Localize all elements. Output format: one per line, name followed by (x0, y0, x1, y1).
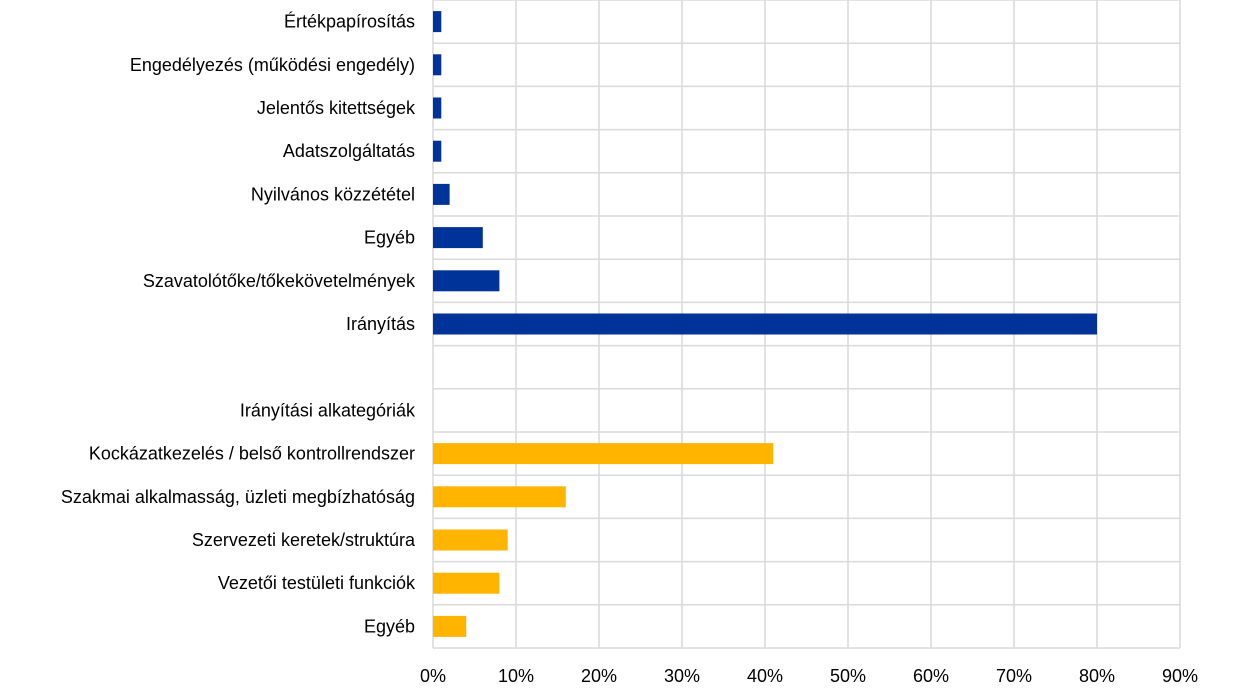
x-tick-label: 10% (498, 666, 534, 686)
x-tick-label: 20% (581, 666, 617, 686)
bar (433, 54, 442, 76)
x-tick-label: 80% (1079, 666, 1115, 686)
bar (433, 227, 483, 249)
category-label: Egyéb (364, 228, 415, 248)
bar (433, 572, 500, 594)
category-labels: Értékpapírosítás Engedélyezés (működési e… (61, 12, 416, 637)
category-label: Jelentős kitettségek (257, 98, 416, 118)
bar (433, 486, 566, 508)
category-label: Szervezeti keretek/struktúra (192, 530, 416, 550)
x-tick-label: 60% (913, 666, 949, 686)
bars-layer (433, 11, 1097, 637)
bar (433, 11, 442, 33)
bar (433, 97, 442, 119)
category-label: Értékpapírosítás (284, 12, 415, 32)
bar (433, 615, 467, 637)
category-label: Engedélyezés (működési engedély) (130, 55, 415, 75)
category-label: Irányítás (346, 314, 415, 334)
x-tick-label: 30% (664, 666, 700, 686)
x-tick-label: 90% (1162, 666, 1198, 686)
bar (433, 140, 442, 162)
category-label: Egyéb (364, 616, 415, 636)
bar (433, 183, 450, 205)
bar (433, 443, 774, 465)
category-label: Kockázatkezelés / belső kontrollrendszer (89, 444, 415, 464)
bar (433, 270, 500, 292)
bar (433, 529, 508, 551)
category-label: Adatszolgáltatás (283, 141, 415, 161)
x-tick-label: 70% (996, 666, 1032, 686)
category-label: Irányítási alkategóriák (240, 400, 416, 420)
bar (433, 313, 1097, 335)
x-tick-labels: 0% 10% 20% 30% 40% 50% 60% 70% 80% 90% (420, 666, 1198, 686)
x-tick-label: 40% (747, 666, 783, 686)
category-label: Szakmai alkalmasság, üzleti megbízhatósá… (61, 487, 415, 507)
category-label: Nyilvános közzététel (251, 184, 415, 204)
category-label: Vezetői testületi funkciók (218, 573, 416, 593)
category-label: Szavatolótőke/tőkekövetelmények (143, 271, 416, 291)
x-tick-label: 0% (420, 666, 446, 686)
x-tick-label: 50% (830, 666, 866, 686)
